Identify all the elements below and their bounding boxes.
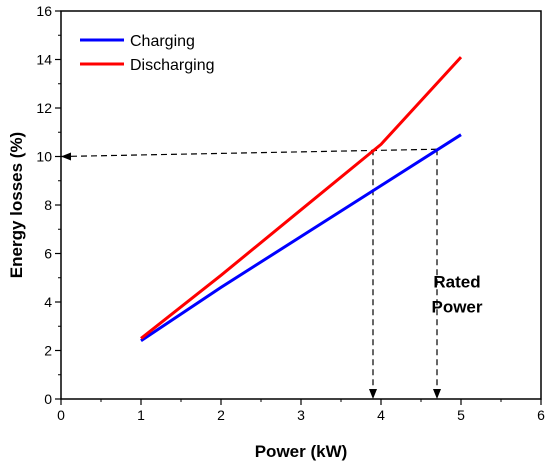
y-axis: 0 2 4 6 8 10 12 14 16 bbox=[36, 3, 61, 407]
x-axis-title: Power (kW) bbox=[255, 442, 348, 461]
x-tick-label: 0 bbox=[57, 407, 65, 423]
series-layer bbox=[140, 56, 463, 343]
x-tick-label: 5 bbox=[457, 407, 465, 423]
y-tick-label: 16 bbox=[36, 3, 52, 19]
series-line-discharging bbox=[140, 56, 463, 340]
y-tick-label: 4 bbox=[44, 294, 52, 310]
x-tick-label: 4 bbox=[377, 407, 385, 423]
reference-arrowhead bbox=[61, 152, 71, 161]
x-tick-label: 1 bbox=[137, 407, 145, 423]
y-axis-title: Energy losses (%) bbox=[7, 132, 26, 278]
y-tick-label: 2 bbox=[44, 343, 52, 359]
reference-arrowhead bbox=[433, 389, 441, 399]
legend: Charging Discharging bbox=[80, 33, 214, 74]
reference-arrowhead bbox=[369, 389, 377, 399]
y-tick-label: 12 bbox=[36, 100, 52, 116]
annotation-rated-line1: Rated bbox=[433, 272, 480, 291]
x-tick-label: 6 bbox=[537, 407, 545, 423]
y-tick-label: 6 bbox=[44, 246, 52, 262]
x-tick-label: 2 bbox=[217, 407, 225, 423]
x-tick-label: 3 bbox=[297, 407, 305, 423]
legend-label: Charging bbox=[130, 33, 195, 50]
legend-label: Discharging bbox=[130, 57, 214, 74]
reference-dashed-line bbox=[60, 148, 438, 158]
y-tick-label: 8 bbox=[44, 197, 52, 213]
annotation-rated-line2: Power bbox=[431, 297, 482, 316]
y-tick-label: 14 bbox=[36, 52, 52, 68]
x-axis: 0 1 2 3 4 5 6 bbox=[57, 399, 545, 423]
series-line-charging bbox=[140, 133, 462, 343]
y-tick-label: 0 bbox=[44, 391, 52, 407]
reference-lines bbox=[60, 148, 441, 399]
y-tick-label: 10 bbox=[36, 149, 52, 165]
